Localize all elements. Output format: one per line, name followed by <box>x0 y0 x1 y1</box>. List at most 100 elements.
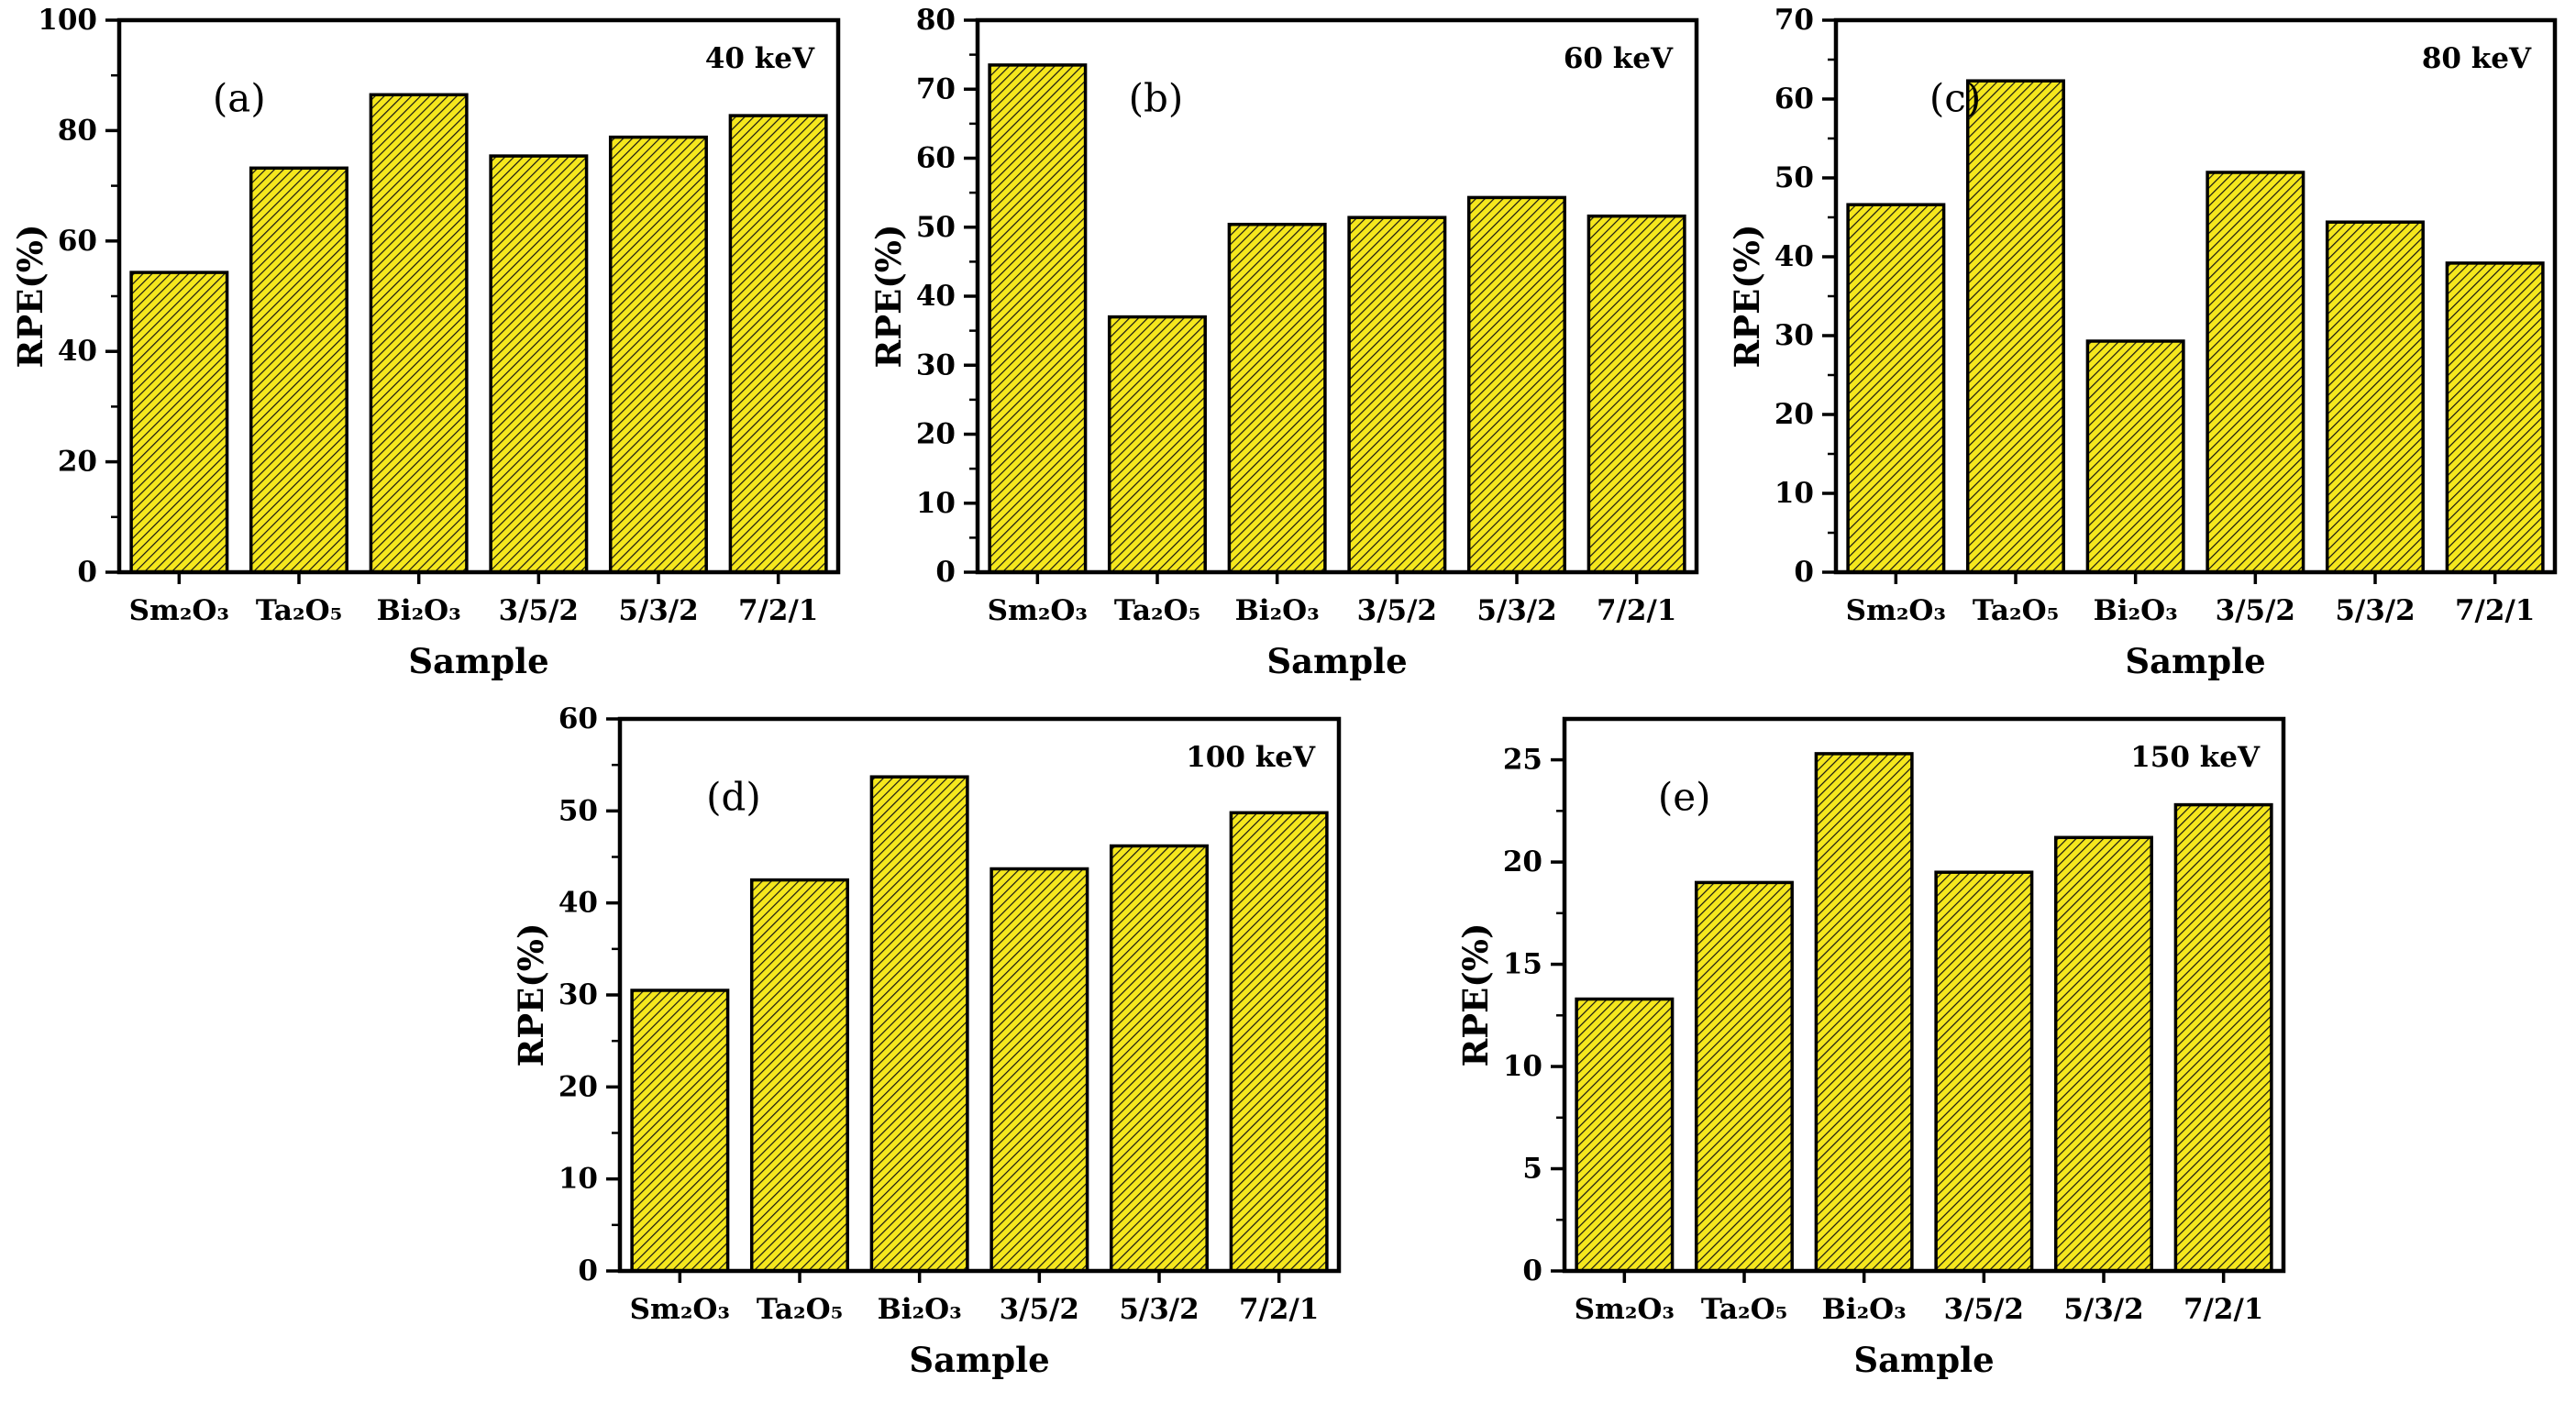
y-tick-label: 0 <box>1794 556 1814 589</box>
x-tick-label: Bi₂O₃ <box>1235 594 1320 627</box>
y-tick-label: 0 <box>1522 1254 1542 1287</box>
bar-7/2/1 <box>1587 214 1686 574</box>
y-tick-label: 0 <box>578 1254 598 1287</box>
bar-5/3/2 <box>2053 835 2153 1273</box>
x-tick-label: 5/3/2 <box>1119 1293 1199 1326</box>
x-tick-label: 7/2/1 <box>1239 1293 1319 1326</box>
x-tick-label: 5/3/2 <box>618 594 698 627</box>
x-axis-title: Sample <box>1266 641 1407 681</box>
bar-Bi₂O₃ <box>369 93 469 574</box>
bar-3/5/2 <box>989 867 1089 1273</box>
y-tick-label: 50 <box>1774 161 1814 194</box>
y-axis-title: RPE(%) <box>1728 225 1767 369</box>
bar-5/3/2 <box>1109 844 1209 1273</box>
bar-Sm₂O₃ <box>129 271 229 574</box>
bar-Bi₂O₃ <box>1227 222 1327 574</box>
x-axis-title: Sample <box>408 641 548 681</box>
chart-panel-c: 0 10 20 30 40 50 60 70 Sm₂O₃ Ta₂O₅ Bi₂O₃ 3/5/2 5/3/2… <box>1728 6 2567 707</box>
y-tick-label: 20 <box>1503 845 1542 878</box>
x-tick-label: Bi₂O₃ <box>1822 1293 1907 1326</box>
x-tick-label: 5/3/2 <box>2335 594 2415 627</box>
x-tick-label: Sm₂O₃ <box>129 594 229 627</box>
bar-chart-d: 0 10 20 30 40 50 60 Sm₂O₃ Ta₂O₅ Bi₂O₃ 3/5/2 5/3/2 7/… <box>512 704 1342 1380</box>
y-tick-label: 40 <box>558 887 598 920</box>
chart-panel-b: 0 10 20 30 40 50 60 70 80 Sm₂O₃ Ta₂O₅ Bi₂O₃ 3/5/2 5/3… <box>869 6 1708 707</box>
bar-Ta₂O₅ <box>1965 79 2065 574</box>
y-tick-label: 20 <box>1774 398 1814 431</box>
bar-7/2/1 <box>2173 802 2273 1273</box>
bar-Ta₂O₅ <box>749 878 849 1273</box>
y-tick-label: 40 <box>916 280 956 313</box>
x-tick-label: 3/5/2 <box>1357 594 1437 627</box>
energy-label: 80 keV <box>2422 42 2532 75</box>
y-tick-label: 25 <box>1503 744 1542 777</box>
y-tick-label: 20 <box>58 446 97 479</box>
x-tick-label: 7/2/1 <box>2184 1293 2263 1326</box>
bar-Ta₂O₅ <box>1694 880 1794 1273</box>
x-tick-label: 3/5/2 <box>1944 1293 2024 1326</box>
y-tick-label: 15 <box>1503 948 1542 981</box>
panel-label: (b) <box>1129 75 1184 120</box>
bar-3/5/2 <box>489 154 589 574</box>
y-tick-label: 70 <box>1774 6 1814 37</box>
y-tick-label: 10 <box>1774 477 1814 510</box>
x-tick-label: 7/2/1 <box>2455 594 2535 627</box>
panel-label: (a) <box>213 75 266 120</box>
energy-label: 100 keV <box>1186 741 1316 774</box>
chart-panel-e: 0 5 10 15 20 25 Sm₂O₃ Ta₂O₅ Bi₂O₃ 3/5/2 5/3/2 7/2/1… <box>1456 704 2295 1403</box>
y-tick-label: 60 <box>58 225 97 258</box>
x-axis-title: Sample <box>909 1340 1049 1380</box>
x-axis-title: Sample <box>1853 1340 1994 1380</box>
bar-7/2/1 <box>728 114 828 574</box>
bar-Ta₂O₅ <box>1107 315 1207 574</box>
y-tick-label: 10 <box>558 1163 598 1196</box>
bar-chart-b: 0 10 20 30 40 50 60 70 80 Sm₂O₃ Ta₂O₅ Bi₂O₃ 3/5/2 5/3… <box>869 6 1699 681</box>
panel-label: (d) <box>706 774 761 819</box>
y-tick-label: 10 <box>916 487 956 520</box>
y-tick-label: 60 <box>916 142 956 175</box>
chart-panel-d: 0 10 20 30 40 50 60 Sm₂O₃ Ta₂O₅ Bi₂O₃ 3/5/2 5/3/2 7/… <box>512 704 1351 1403</box>
y-tick-label: 50 <box>558 794 598 827</box>
x-tick-label: Ta₂O₅ <box>1114 594 1200 627</box>
y-tick-label: 0 <box>77 556 97 589</box>
y-tick-label: 20 <box>916 418 956 451</box>
x-tick-label: Sm₂O₃ <box>630 1293 730 1326</box>
x-tick-label: Ta₂O₅ <box>1973 594 2059 627</box>
x-tick-label: Ta₂O₅ <box>256 594 342 627</box>
bar-3/5/2 <box>1934 870 2034 1273</box>
y-tick-label: 80 <box>916 6 956 37</box>
y-tick-label: 80 <box>58 114 97 147</box>
bar-Ta₂O₅ <box>249 166 348 574</box>
y-tick-label: 30 <box>558 978 598 1011</box>
x-tick-label: 5/3/2 <box>1476 594 1556 627</box>
y-axis-title: RPE(%) <box>11 225 50 369</box>
y-axis-title: RPE(%) <box>512 923 551 1067</box>
bar-Sm₂O₃ <box>988 63 1088 574</box>
x-tick-label: Bi₂O₃ <box>2094 594 2178 627</box>
bar-chart-e: 0 5 10 15 20 25 Sm₂O₃ Ta₂O₅ Bi₂O₃ 3/5/2 5/3/2 7/2/1… <box>1456 716 2286 1380</box>
bar-5/3/2 <box>2325 220 2425 574</box>
x-tick-label: Ta₂O₅ <box>1701 1293 1787 1326</box>
bar-chart-a: 0 20 40 60 80 100 Sm₂O₃ Ta₂O₅ Bi₂O₃ 3/5/2 5/3/2 7/2… <box>11 6 841 681</box>
bar-chart-c: 0 10 20 30 40 50 60 70 Sm₂O₃ Ta₂O₅ Bi₂O₃ 3/5/2 5/3/2… <box>1728 6 2558 681</box>
y-tick-label: 30 <box>1774 319 1814 352</box>
y-tick-label: 0 <box>935 556 956 589</box>
x-axis-title: Sample <box>2125 641 2265 681</box>
bar-5/3/2 <box>608 135 708 574</box>
bar-Sm₂O₃ <box>1846 203 1946 574</box>
y-tick-label: 30 <box>916 348 956 381</box>
x-tick-label: Ta₂O₅ <box>757 1293 843 1326</box>
bar-3/5/2 <box>2206 171 2305 574</box>
y-tick-label: 10 <box>1503 1050 1542 1083</box>
y-axis-title: RPE(%) <box>869 225 909 369</box>
y-tick-label: 70 <box>916 72 956 105</box>
y-tick-label: 60 <box>1774 83 1814 116</box>
chart-panel-a: 0 20 40 60 80 100 Sm₂O₃ Ta₂O₅ Bi₂O₃ 3/5/2 5/3/2 7/2… <box>11 6 850 707</box>
x-tick-label: 5/3/2 <box>2063 1293 2143 1326</box>
y-tick-label: 40 <box>58 335 97 368</box>
x-tick-label: 3/5/2 <box>2216 594 2295 627</box>
bar-7/2/1 <box>2445 261 2545 574</box>
y-tick-label: 20 <box>558 1070 598 1103</box>
x-tick-label: 7/2/1 <box>738 594 818 627</box>
